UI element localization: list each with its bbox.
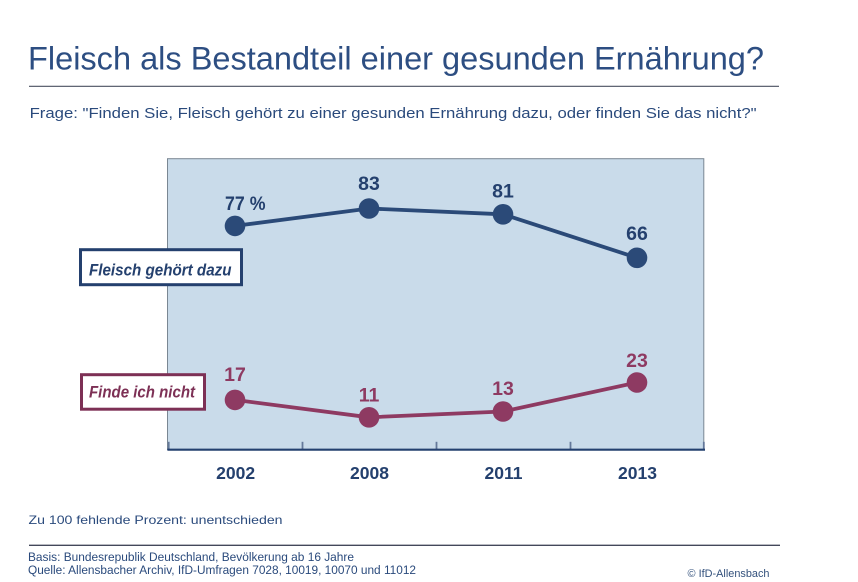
svg-text:81: 81: [492, 181, 514, 203]
svg-text:2013: 2013: [618, 463, 657, 483]
svg-text:13: 13: [492, 378, 514, 400]
svg-text:66: 66: [626, 223, 648, 245]
svg-text:17: 17: [224, 364, 246, 386]
svg-text:83: 83: [358, 173, 380, 195]
svg-text:© IfD-Allensbach: © IfD-Allensbach: [688, 568, 770, 580]
svg-text:2002: 2002: [216, 463, 255, 483]
svg-text:Fleisch als Bestandteil einer: Fleisch als Bestandteil einer gesunden E…: [28, 40, 764, 77]
svg-text:2011: 2011: [485, 463, 523, 483]
svg-text:77 %: 77 %: [225, 193, 266, 215]
svg-text:2008: 2008: [350, 463, 389, 483]
svg-text:11: 11: [359, 385, 380, 407]
svg-text:23: 23: [626, 350, 648, 372]
svg-text:Frage: "Finden Sie, Fleisch ge: Frage: "Finden Sie, Fleisch gehört zu ei…: [30, 106, 757, 122]
svg-text:Finde ich nicht: Finde ich nicht: [89, 384, 196, 402]
svg-text:Zu 100 fehlende Prozent: unent: Zu 100 fehlende Prozent: unentschieden: [29, 513, 283, 527]
svg-text:Quelle: Allensbacher Archiv, I: Quelle: Allensbacher Archiv, IfD-Umfrage…: [28, 563, 416, 577]
svg-text:Basis: Bundesrepublik Deutschl: Basis: Bundesrepublik Deutschland, Bevöl…: [28, 550, 354, 564]
svg-text:Fleisch gehört dazu: Fleisch gehört dazu: [89, 261, 232, 279]
